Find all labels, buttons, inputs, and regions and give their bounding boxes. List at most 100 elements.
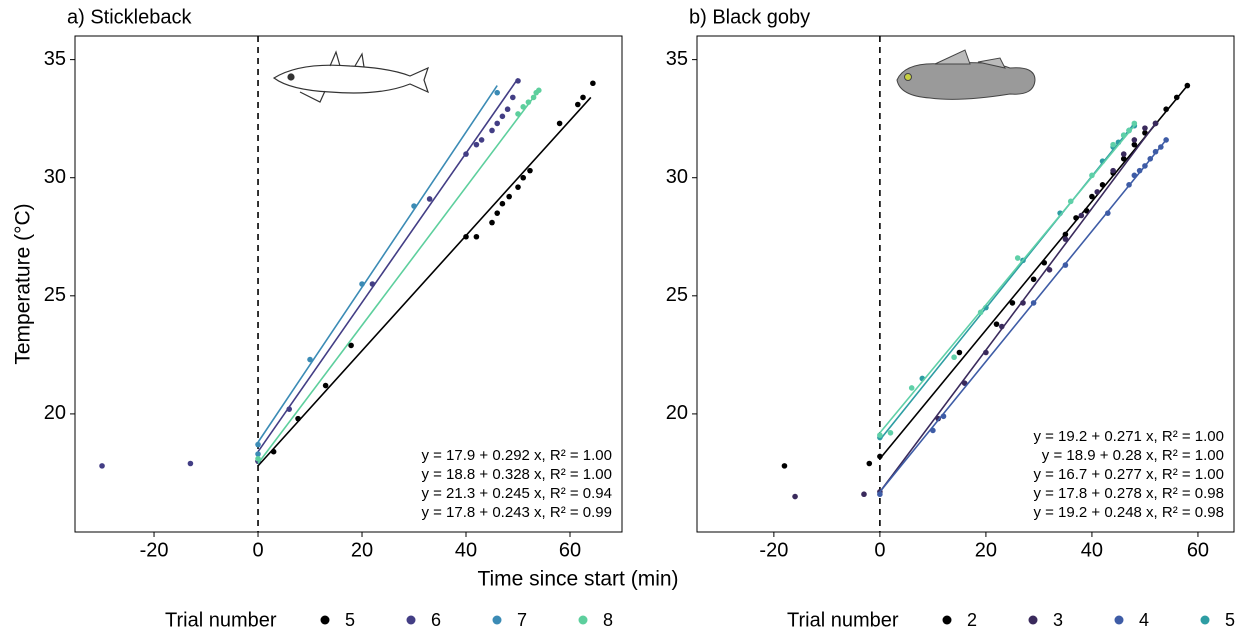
legend-marker xyxy=(942,615,952,625)
point xyxy=(255,451,261,457)
point xyxy=(1020,300,1026,306)
point xyxy=(463,151,469,157)
point xyxy=(1147,156,1154,162)
equation-label: y = 21.3 + 0.245 x, R² = 0.94 xyxy=(421,485,612,502)
point xyxy=(1163,137,1169,143)
point xyxy=(877,491,883,498)
equation-label: y = 18.9 + 0.28 x, R² = 1.00 xyxy=(1042,447,1224,464)
y-tick-label: 35 xyxy=(44,48,66,70)
point xyxy=(504,106,511,113)
legend-label: 2 xyxy=(967,610,977,630)
point xyxy=(1062,231,1069,238)
point xyxy=(1041,259,1048,266)
point xyxy=(1120,132,1127,138)
point xyxy=(781,463,788,469)
y-tick-label: 25 xyxy=(666,284,688,306)
point xyxy=(270,448,277,455)
point xyxy=(1184,82,1191,89)
point xyxy=(1078,212,1085,219)
legend-marker xyxy=(406,615,416,625)
fit-line xyxy=(879,85,1188,460)
point xyxy=(255,441,261,448)
point xyxy=(1094,189,1101,195)
point xyxy=(1009,300,1016,306)
equation-label: y = 16.7 + 0.277 x, R² = 1.00 xyxy=(1033,466,1224,483)
fit-line xyxy=(257,96,592,467)
point xyxy=(1173,94,1180,101)
equation-label: y = 18.8 + 0.328 x, R² = 1.00 xyxy=(421,466,612,483)
x-tick-label: 20 xyxy=(975,539,997,561)
point xyxy=(494,120,501,127)
point xyxy=(489,219,495,226)
point xyxy=(1142,125,1148,131)
point xyxy=(1131,141,1138,148)
x-tick-label: 60 xyxy=(1187,539,1209,561)
point xyxy=(1131,120,1138,127)
point xyxy=(1163,106,1169,113)
point xyxy=(887,430,894,436)
plot-area xyxy=(74,35,623,533)
point xyxy=(473,233,480,240)
point xyxy=(515,111,521,117)
point xyxy=(866,460,873,467)
point xyxy=(463,233,469,240)
x-axis-label: Time since start (min) xyxy=(477,568,678,591)
point xyxy=(426,196,433,202)
point xyxy=(1062,236,1069,242)
fit-line xyxy=(879,122,1157,493)
point xyxy=(515,184,521,190)
x-tick-label: 40 xyxy=(455,539,477,561)
point xyxy=(1136,167,1143,174)
point xyxy=(494,210,501,216)
point xyxy=(1062,262,1069,268)
equation-label: y = 17.8 + 0.243 x, R² = 0.99 xyxy=(421,504,612,521)
x-tick-label: 0 xyxy=(874,539,885,561)
point xyxy=(286,406,293,412)
x-tick-label: -20 xyxy=(140,539,169,561)
y-tick-label: 35 xyxy=(666,48,688,70)
point xyxy=(536,87,542,94)
point xyxy=(1110,167,1116,174)
point xyxy=(877,432,883,438)
x-tick-label: -20 xyxy=(759,539,788,561)
fit-line xyxy=(879,125,1135,434)
x-tick-label: 0 xyxy=(252,539,263,561)
point xyxy=(520,174,527,181)
fit-line xyxy=(257,85,498,443)
y-tick-label: 20 xyxy=(44,402,66,424)
legend-title: Trial number xyxy=(787,609,899,631)
point xyxy=(1152,148,1159,155)
point xyxy=(515,78,521,84)
point xyxy=(908,385,915,391)
point xyxy=(307,356,313,363)
point xyxy=(411,203,417,209)
fit-line xyxy=(879,139,1167,493)
point xyxy=(187,460,194,467)
point xyxy=(1105,210,1111,216)
point xyxy=(295,415,301,422)
point xyxy=(1120,156,1127,162)
point xyxy=(369,281,376,287)
y-axis-label: Temperature (°C) xyxy=(12,203,35,364)
point xyxy=(1014,255,1021,261)
point xyxy=(1131,137,1138,143)
legend-marker xyxy=(578,615,588,625)
point xyxy=(1067,198,1074,205)
y-tick-label: 30 xyxy=(44,166,66,188)
point xyxy=(520,104,527,110)
y-tick-label: 30 xyxy=(666,166,688,188)
point xyxy=(1083,207,1090,214)
legend-marker xyxy=(1114,615,1124,625)
point xyxy=(590,80,596,87)
point xyxy=(1120,151,1127,157)
point xyxy=(1089,172,1095,179)
point xyxy=(99,463,105,469)
goby-illustration xyxy=(896,49,1036,100)
point xyxy=(510,94,516,101)
point xyxy=(506,193,512,200)
equation-label: y = 19.2 + 0.271 x, R² = 1.00 xyxy=(1033,428,1224,445)
point xyxy=(348,342,354,349)
legend-label: 4 xyxy=(1139,610,1149,630)
legend-label: 5 xyxy=(345,610,355,630)
